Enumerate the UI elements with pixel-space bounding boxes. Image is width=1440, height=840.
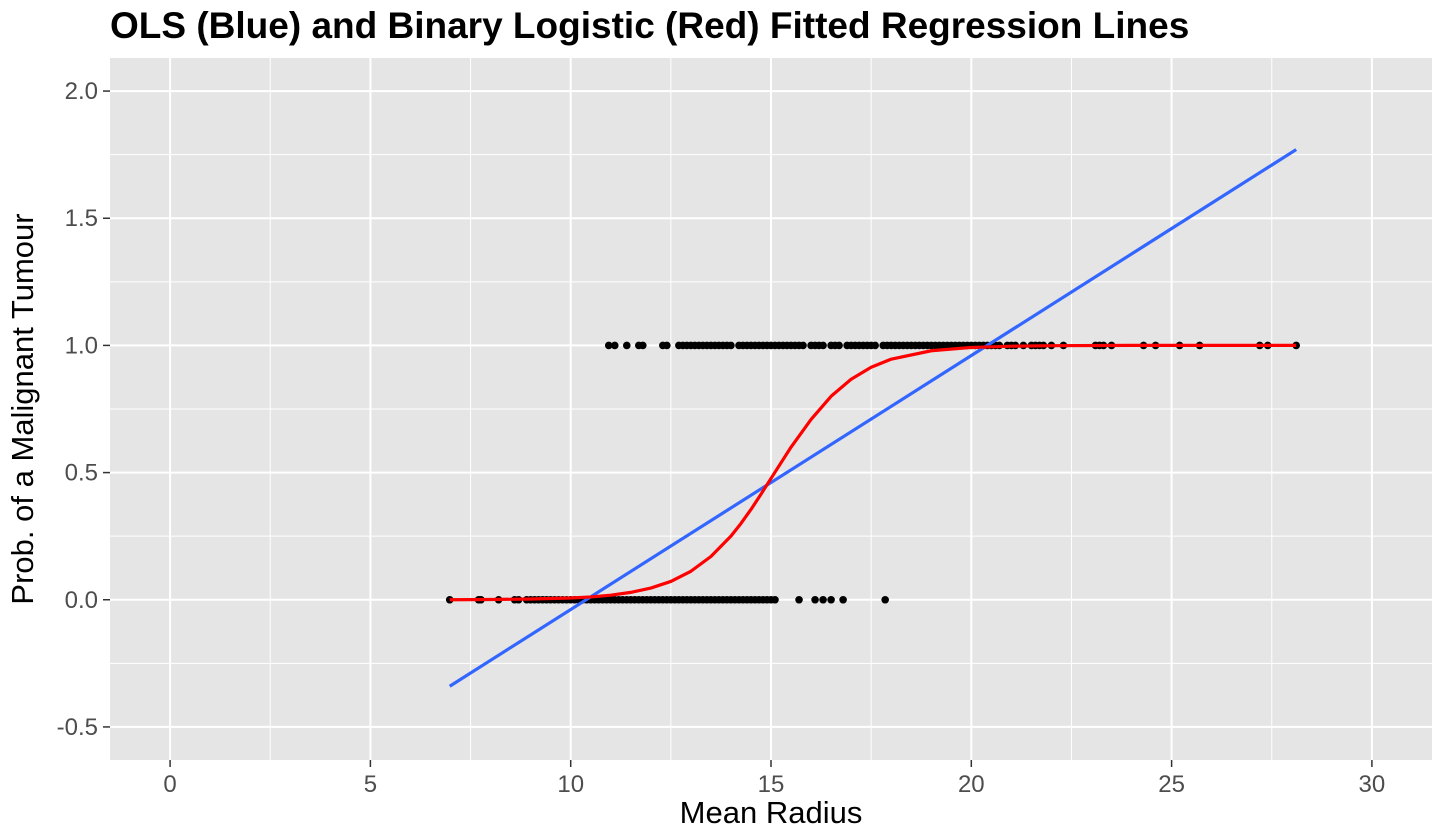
data-point-malignant xyxy=(1292,341,1300,350)
y-tick-label: 0.5 xyxy=(65,460,98,487)
logistic-fit-curve xyxy=(449,343,1297,602)
data-point-benign xyxy=(771,595,779,604)
data-point-benign xyxy=(811,595,819,604)
data-point-malignant xyxy=(835,341,843,350)
data-point-malignant xyxy=(622,341,631,350)
data-point-malignant xyxy=(871,341,879,350)
x-tick-label: 0 xyxy=(163,771,176,798)
y-tick-label: -0.5 xyxy=(57,714,98,741)
y-axis: -0.5 0.0 0.5 1.0 1.5 2.0 xyxy=(57,78,110,741)
data-point-malignant xyxy=(604,341,613,350)
x-tick-label: 30 xyxy=(1359,771,1386,798)
data-point-malignant xyxy=(799,341,807,350)
x-tick-label: 5 xyxy=(364,771,377,798)
data-point-malignant xyxy=(727,341,735,350)
x-axis-title: Mean Radius xyxy=(680,795,863,830)
data-points xyxy=(445,341,1300,604)
data-point-malignant xyxy=(610,341,619,350)
x-tick-label: 15 xyxy=(758,771,785,798)
data-point-benign xyxy=(839,595,847,604)
y-tick-label: 1.0 xyxy=(65,332,98,359)
y-tick-label: 2.0 xyxy=(65,78,98,105)
x-axis: 0 5 10 15 20 25 30 xyxy=(163,760,1385,798)
x-tick-label: 20 xyxy=(958,771,985,798)
x-tick-label: 10 xyxy=(557,771,584,798)
y-tick-label: 0.0 xyxy=(65,587,98,614)
y-axis-title: Prob. of a Malignant Tumour xyxy=(5,213,40,604)
data-point-malignant xyxy=(639,341,647,350)
data-point-benign xyxy=(881,595,889,604)
fitted-lines xyxy=(448,148,1298,688)
data-point-malignant xyxy=(819,341,827,350)
data-point-malignant xyxy=(663,341,671,350)
data-point-benign xyxy=(795,595,803,604)
data-point-benign xyxy=(819,595,827,604)
y-tick-label: 1.5 xyxy=(65,205,98,232)
data-point-benign xyxy=(827,595,835,604)
chart-title: OLS (Blue) and Binary Logistic (Red) Fit… xyxy=(110,5,1189,46)
x-tick-label: 25 xyxy=(1158,771,1185,798)
